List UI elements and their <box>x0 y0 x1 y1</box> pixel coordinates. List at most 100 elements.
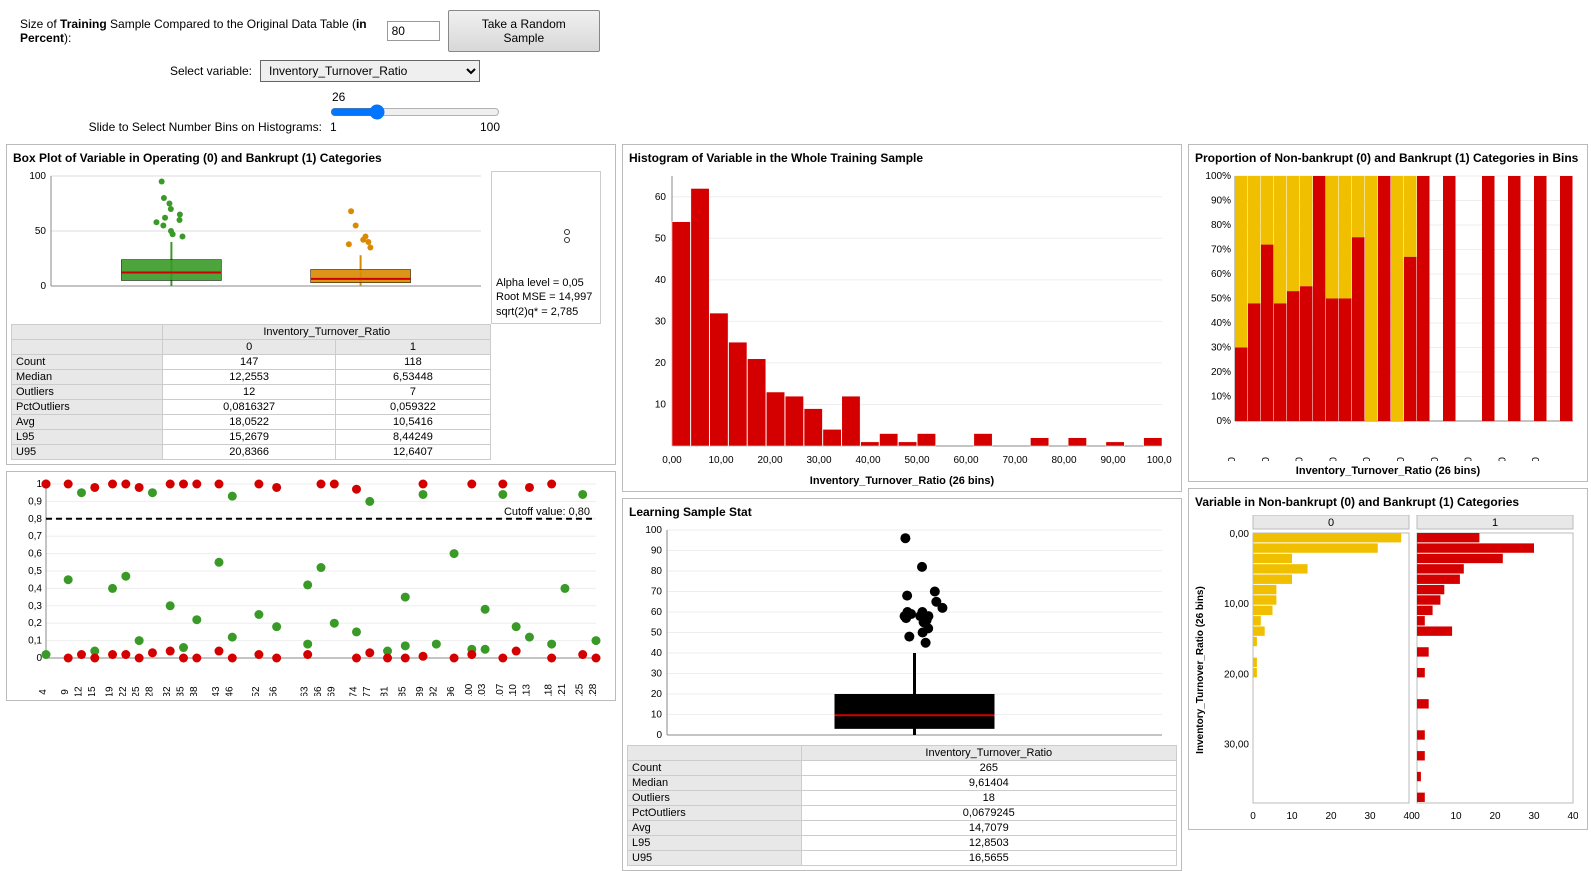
learning-stat-panel: Learning Sample Stat 0102030405060708090… <box>622 498 1182 871</box>
svg-text:46: 46 <box>224 686 235 696</box>
svg-text:0,00: 0,00 <box>662 455 682 466</box>
size-label: Size of Training Sample Compared to the … <box>20 17 379 45</box>
svg-text:10: 10 <box>1286 811 1298 822</box>
svg-text:128: 128 <box>588 683 599 696</box>
svg-text:60,00: 60,00 <box>953 455 978 466</box>
svg-text:22: 22 <box>118 686 129 696</box>
svg-text:121: 121 <box>557 683 568 696</box>
svg-text:30,00: 30,00 <box>1328 457 1339 461</box>
svg-text:100: 100 <box>645 525 662 536</box>
boxplot-notes: Alpha level = 0,05 Root MSE = 14,997 sqr… <box>492 272 600 323</box>
bins-slider[interactable] <box>330 104 500 120</box>
proportion-chart: 0%10%20%30%40%50%60%70%80%90%100%0,0010,… <box>1193 171 1578 461</box>
svg-text:25: 25 <box>131 686 142 696</box>
svg-text:40: 40 <box>651 648 663 659</box>
svg-text:20: 20 <box>655 358 667 369</box>
svg-text:0: 0 <box>656 730 662 741</box>
controls-region: Size of Training Sample Compared to the … <box>0 0 620 144</box>
svg-text:77: 77 <box>362 686 373 696</box>
svg-text:80%: 80% <box>1211 220 1231 231</box>
boxplot-panel: Box Plot of Variable in Operating (0) an… <box>6 144 616 465</box>
svg-text:10%: 10% <box>1211 392 1231 403</box>
cutoff-scatter-chart: 00,10,20,30,40,50,60,70,80,9149121519222… <box>11 476 606 696</box>
learning-stat-chart: 0102030405060708090100 <box>627 525 1172 745</box>
proportion-xlabel: Inventory_Turnover_Ratio (26 bins) <box>1193 465 1583 477</box>
svg-text:0,9: 0,9 <box>28 496 42 507</box>
svg-text:0,2: 0,2 <box>28 618 42 629</box>
svg-text:70: 70 <box>651 587 663 598</box>
svg-text:90,00: 90,00 <box>1531 457 1542 461</box>
svg-text:50%: 50% <box>1211 294 1231 305</box>
svg-text:90,00: 90,00 <box>1100 455 1125 466</box>
svg-text:0,7: 0,7 <box>28 531 42 542</box>
svg-text:20%: 20% <box>1211 367 1231 378</box>
svg-text:50: 50 <box>655 233 667 244</box>
svg-text:40%: 40% <box>1211 318 1231 329</box>
svg-text:12: 12 <box>73 686 84 696</box>
slider-value: 26 <box>330 90 500 104</box>
svg-text:56: 56 <box>269 686 280 696</box>
svg-text:100,00: 100,00 <box>1147 455 1172 466</box>
svg-text:66: 66 <box>313 686 324 696</box>
hbar-split-panel: Variable in Non-bankrupt (0) and Bankrup… <box>1188 488 1588 830</box>
histogram-title: Histogram of Variable in the Whole Train… <box>629 151 1177 165</box>
svg-text:20,00: 20,00 <box>1224 669 1249 680</box>
svg-text:10: 10 <box>655 399 667 410</box>
svg-text:40,00: 40,00 <box>855 455 880 466</box>
svg-text:96: 96 <box>446 686 457 696</box>
svg-text:40,00: 40,00 <box>1362 457 1373 461</box>
svg-text:50,00: 50,00 <box>1396 457 1407 461</box>
svg-text:60,00: 60,00 <box>1430 457 1441 461</box>
svg-text:10: 10 <box>651 710 663 721</box>
svg-text:1: 1 <box>1492 517 1498 529</box>
svg-text:40: 40 <box>1567 811 1578 822</box>
svg-text:10,00: 10,00 <box>1224 599 1249 610</box>
svg-text:63: 63 <box>300 686 311 696</box>
cutoff-scatter-panel: 00,10,20,30,40,50,60,70,80,9149121519222… <box>6 471 616 701</box>
size-input[interactable] <box>387 21 440 41</box>
svg-text:0,8: 0,8 <box>28 514 42 525</box>
svg-text:30,00: 30,00 <box>1224 740 1249 751</box>
svg-text:118: 118 <box>544 683 555 695</box>
svg-text:60: 60 <box>651 607 663 618</box>
select-variable-label: Select variable: <box>170 64 252 78</box>
boxplot-table: Inventory_Turnover_Ratio 01 Count147118M… <box>11 324 491 460</box>
svg-text:113: 113 <box>521 683 532 695</box>
svg-text:20: 20 <box>1325 811 1337 822</box>
svg-text:30: 30 <box>1528 811 1540 822</box>
svg-text:30: 30 <box>651 669 663 680</box>
svg-text:60%: 60% <box>1211 269 1231 280</box>
svg-text:10,00: 10,00 <box>708 455 733 466</box>
svg-text:50,00: 50,00 <box>904 455 929 466</box>
svg-text:100: 100 <box>29 171 46 182</box>
svg-text:89: 89 <box>415 686 426 696</box>
svg-text:0: 0 <box>1250 811 1256 822</box>
svg-text:10,00: 10,00 <box>1261 457 1272 461</box>
svg-text:85: 85 <box>397 686 408 696</box>
svg-text:100%: 100% <box>1205 171 1231 182</box>
histogram-panel: Histogram of Variable in the Whole Train… <box>622 144 1182 492</box>
svg-text:10: 10 <box>1450 811 1462 822</box>
svg-text:0: 0 <box>1328 517 1334 529</box>
svg-text:0,00: 0,00 <box>1227 457 1238 461</box>
svg-text:30,00: 30,00 <box>806 455 831 466</box>
svg-text:80: 80 <box>651 566 663 577</box>
proportion-title: Proportion of Non-bankrupt (0) and Bankr… <box>1195 151 1583 165</box>
svg-text:Inventory_Turnover_Ratio (26 b: Inventory_Turnover_Ratio (26 bins) <box>1195 586 1206 754</box>
svg-text:30: 30 <box>655 316 667 327</box>
svg-text:81: 81 <box>380 686 391 696</box>
svg-text:0,6: 0,6 <box>28 548 42 559</box>
svg-text:125: 125 <box>575 683 586 696</box>
svg-text:15: 15 <box>87 686 98 696</box>
boxplot-chart: 050100 <box>11 171 491 301</box>
variable-select[interactable]: Inventory_Turnover_Ratio <box>260 60 480 82</box>
svg-text:107: 107 <box>495 683 506 696</box>
svg-text:74: 74 <box>348 686 359 696</box>
svg-text:92: 92 <box>428 686 439 696</box>
svg-text:35: 35 <box>176 686 187 696</box>
histogram-chart: 1020304050600,0010,0020,0030,0040,0050,0… <box>627 171 1172 471</box>
svg-text:Cutoff value: 0,80: Cutoff value: 0,80 <box>504 506 590 518</box>
svg-text:103: 103 <box>477 683 488 696</box>
take-sample-button[interactable]: Take a Random Sample <box>448 10 600 52</box>
svg-text:80,00: 80,00 <box>1051 455 1076 466</box>
